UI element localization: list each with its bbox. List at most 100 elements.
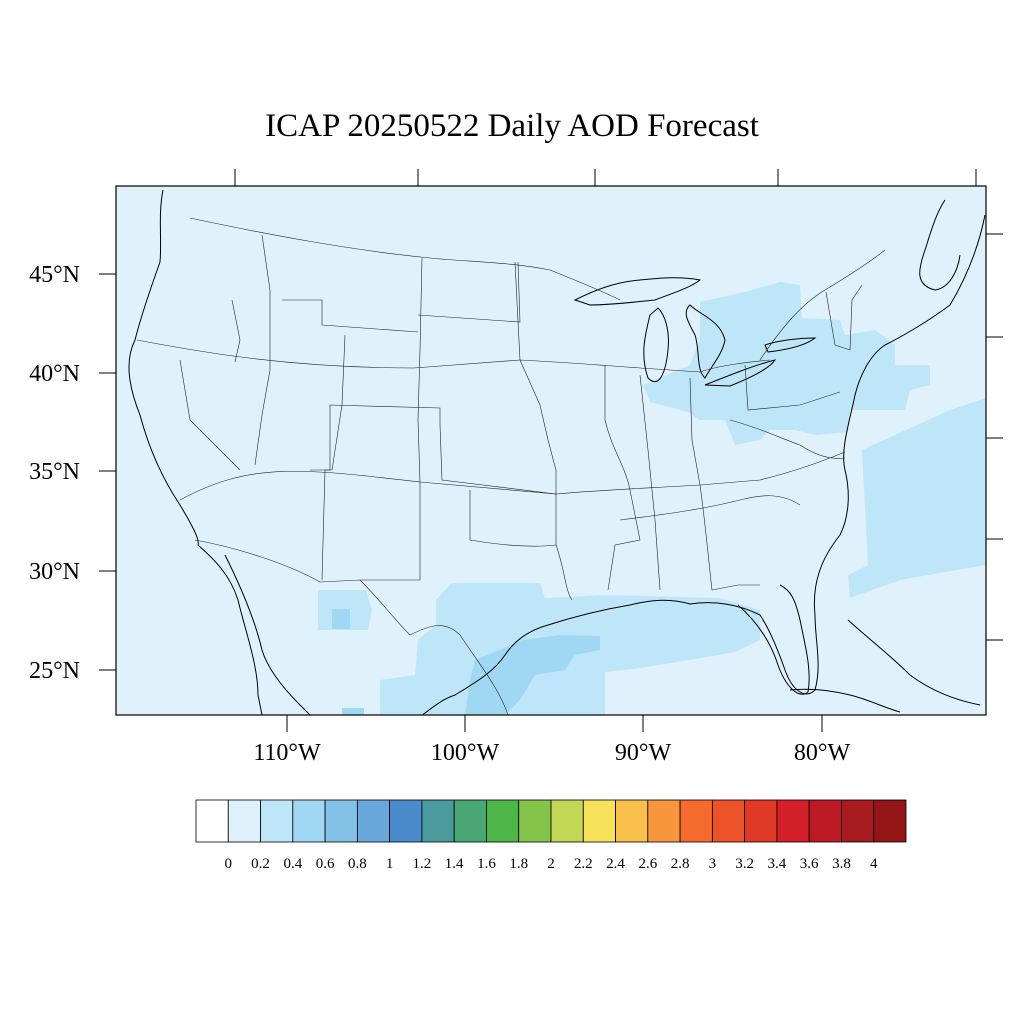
colorbar-swatch [808,799,842,843]
state-border [699,484,713,591]
top-ticks [234,169,977,186]
colorbar-swatch [776,799,810,843]
colorbar-label: 1.6 [477,856,496,872]
colorbar-swatch [356,799,391,843]
state-border [331,334,346,471]
colorbar-swatch [260,799,294,843]
state-border [136,339,771,373]
lat-label: 30°N [29,559,80,585]
state-border [604,365,641,591]
lon-label: 100°W [431,740,500,766]
colorbar-label: 0.2 [251,856,270,872]
state-border [555,544,573,601]
colorbar-swatch [389,799,423,843]
us-canada-border-east [759,249,886,361]
us-canada-border [189,217,621,301]
colorbar-swatch [744,799,778,843]
colorbar-label: 4 [870,856,878,872]
lake-michigan [643,307,669,382]
lake-huron [685,304,726,379]
lat-label: 25°N [29,658,80,684]
colorbar-label: 3 [709,856,717,872]
colorbar: 0 0.2 0.4 0.6 0.8 1 1.2 1.4 1.6 1.8 2 2.2 2.4 2.6 2.8 3… [195,799,907,872]
colorbar-swatch [227,799,261,843]
colorbar-label: 1 [386,856,394,872]
colorbar-swatch [453,799,487,843]
lake-superior [573,277,702,306]
cuba [789,688,901,713]
colorbar-swatch [518,799,552,843]
state-border [689,377,701,486]
colorbar-swatch [873,799,907,843]
lat-label: 45°N [29,262,80,288]
political-boundaries [136,217,886,715]
colorbar-label: 0 [225,856,233,872]
colorbar-swatch [324,799,358,843]
colorbar-swatch [841,799,875,843]
colorbar-swatch [486,799,520,843]
lon-label: 80°W [794,740,851,766]
colorbar-label: 3.6 [800,856,819,872]
state-border [282,299,419,333]
colorbar-label: 2.6 [638,856,657,872]
bottom-ticks [286,715,823,732]
colorbar-label: 0.8 [348,856,367,872]
lake-erie [704,359,777,387]
state-border [417,257,423,483]
colorbar-label: 3.4 [768,856,787,872]
lat-label: 40°N [29,361,80,387]
aod-plume-chihuahua-core [332,609,350,629]
right-ticks [986,233,1003,641]
state-border [439,261,557,495]
colorbar-label: 2.4 [606,856,625,872]
state-border [254,234,271,466]
colorbar-label: 1.4 [445,856,464,872]
aod-plume-mexico-south [342,708,364,715]
state-border [231,299,241,363]
colorbar-swatch [582,799,616,843]
colorbar-swatch [615,799,649,843]
aod-plume-atlantic [848,398,986,598]
state-border [744,364,841,411]
colorbar-label: 1.2 [413,856,432,872]
coastline-path [128,189,263,715]
state-border [825,284,863,351]
coastline-path [224,554,311,715]
lake-ontario [764,337,817,353]
colorbar-swatch [292,799,326,843]
coastlines [128,189,986,715]
state-border [360,482,421,581]
colorbar-label: 0.6 [316,856,335,872]
colorbar-swatch [711,799,746,843]
lon-label: 110°W [253,740,321,766]
state-border [310,404,441,471]
coastline-path [847,619,981,706]
left-ticks [99,273,116,671]
coastline-path [919,199,961,291]
colorbar-label: 3.8 [832,856,851,872]
state-border [729,419,846,459]
state-border [639,374,661,591]
lat-label: 35°N [29,459,80,485]
state-border [619,495,801,521]
state-border [469,490,557,547]
state-border [179,359,241,471]
colorbar-swatch [647,799,681,843]
colorbar-label: 2.8 [671,856,690,872]
colorbar-label: 0.4 [283,856,302,872]
colorbar-swatch [679,799,713,843]
colorbar-label: 2 [547,856,555,872]
aod-plume-texas-core [465,635,600,715]
us-mexico-border [194,539,509,715]
state-border [711,584,760,591]
florida-peninsula [737,584,810,695]
page-title: ICAP 20250522 Daily AOD Forecast [265,108,759,144]
colorbar-swatch [195,799,229,843]
colorbar-label: 2.2 [574,856,593,872]
state-border [417,261,521,323]
colorbar-label: 1.8 [509,856,528,872]
coastline-path [421,214,986,715]
colorbar-swatch [421,799,455,843]
state-border [179,451,846,501]
